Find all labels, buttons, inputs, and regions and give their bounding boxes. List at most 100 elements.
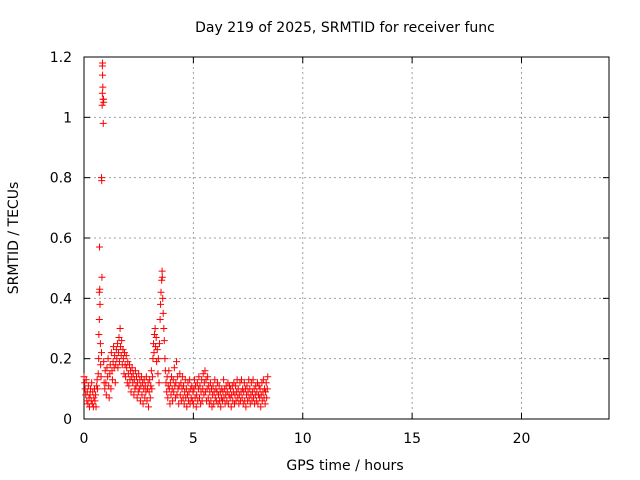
- data-point: [101, 385, 109, 393]
- x-tick-label: 0: [80, 431, 89, 447]
- data-point: [263, 385, 271, 393]
- y-tick-label: 1.2: [50, 50, 72, 66]
- data-point: [157, 288, 165, 296]
- data-point: [200, 391, 208, 399]
- data-point: [114, 364, 122, 372]
- data-point: [122, 373, 130, 381]
- data-point: [153, 346, 161, 354]
- y-tick-label: 0: [63, 412, 72, 428]
- data-point: [127, 388, 135, 396]
- data-point: [105, 394, 113, 402]
- data-point: [170, 388, 178, 396]
- data-point: [98, 101, 106, 109]
- data-point: [128, 364, 136, 372]
- data-point: [183, 403, 191, 411]
- x-tick-label: 10: [294, 431, 312, 447]
- data-point: [152, 334, 160, 342]
- data-point: [100, 98, 108, 106]
- data-point: [220, 376, 228, 384]
- data-point: [115, 358, 123, 366]
- grid: [84, 57, 609, 419]
- y-axis-title: SRMTID / TECUs: [6, 182, 22, 295]
- data-point: [146, 394, 154, 402]
- data-point: [155, 340, 163, 348]
- data-point: [124, 358, 132, 366]
- data-point: [152, 343, 160, 351]
- data-point: [82, 376, 90, 384]
- data-point: [189, 388, 197, 396]
- data-point: [154, 370, 162, 378]
- data-point: [142, 373, 150, 381]
- data-point: [171, 394, 179, 402]
- data-point: [97, 361, 105, 369]
- data-point: [98, 273, 106, 281]
- data-point: [264, 373, 272, 381]
- data-point: [122, 352, 130, 360]
- data-point: [131, 367, 139, 375]
- data-point: [250, 394, 258, 402]
- data-point: [158, 267, 166, 275]
- data-point: [150, 331, 158, 339]
- data-point: [134, 388, 142, 396]
- data-point: [93, 376, 101, 384]
- data-point: [154, 355, 162, 363]
- data-point: [110, 343, 118, 351]
- data-point: [247, 379, 255, 387]
- data-point: [108, 376, 116, 384]
- data-point: [199, 370, 207, 378]
- data-point: [178, 373, 186, 381]
- y-tick-label: 0.8: [50, 171, 72, 187]
- data-point: [94, 370, 102, 378]
- data-point: [184, 379, 192, 387]
- data-point: [253, 388, 261, 396]
- data-point: [153, 358, 161, 366]
- data-point: [164, 394, 172, 402]
- data-point: [130, 391, 138, 399]
- data-point: [89, 388, 97, 396]
- data-point: [151, 325, 159, 332]
- data-point: [133, 394, 141, 402]
- data-point: [119, 346, 127, 354]
- data-point: [168, 373, 175, 381]
- data-point: [170, 364, 178, 372]
- data-point: [148, 373, 156, 381]
- data-point: [215, 391, 223, 399]
- data-point: [213, 379, 221, 387]
- data-point: [173, 358, 181, 366]
- data-point: [180, 382, 188, 390]
- data-point: [96, 340, 104, 348]
- data-point: [262, 379, 270, 387]
- y-tick-label: 0.6: [50, 231, 72, 247]
- y-tick-label: 0.2: [50, 352, 72, 368]
- data-point: [159, 294, 167, 302]
- data-point: [92, 403, 100, 411]
- data-point: [102, 391, 110, 399]
- data-points: [80, 59, 272, 411]
- data-point: [227, 403, 235, 411]
- data-point: [97, 373, 105, 381]
- data-point: [93, 382, 101, 390]
- data-point: [96, 243, 104, 251]
- data-point: [258, 397, 266, 405]
- data-point: [224, 400, 232, 408]
- x-axis-title: GPS time / hours: [286, 458, 403, 474]
- chart-title: Day 219 of 2025, SRMTID for receiver fun…: [195, 20, 495, 36]
- data-point: [263, 394, 271, 402]
- data-point: [217, 403, 225, 411]
- data-point: [192, 403, 200, 411]
- data-point: [158, 273, 166, 281]
- data-point: [90, 394, 98, 402]
- data-point: [135, 370, 143, 378]
- data-point: [257, 403, 265, 411]
- data-point: [101, 367, 109, 375]
- data-point: [146, 376, 154, 384]
- data-point: [88, 379, 96, 387]
- data-point: [249, 376, 257, 384]
- data-point: [212, 385, 220, 393]
- data-point: [159, 309, 167, 317]
- data-point: [169, 397, 177, 405]
- data-point: [95, 355, 103, 363]
- data-point: [145, 403, 153, 411]
- data-point: [224, 379, 232, 387]
